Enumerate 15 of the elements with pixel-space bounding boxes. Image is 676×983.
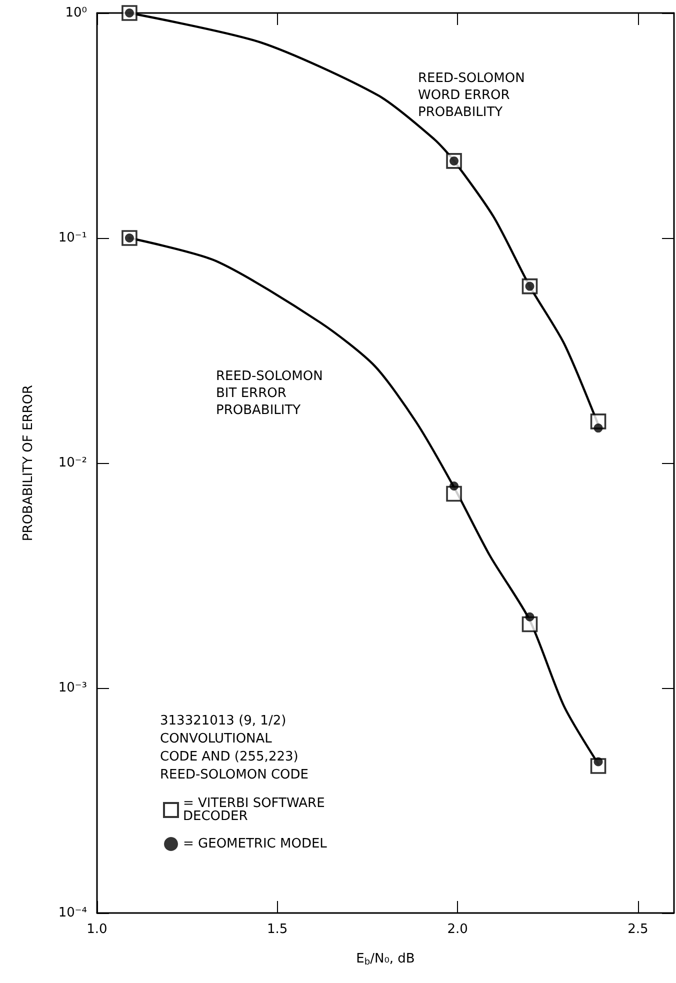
legend-title: 313321013 (9, 1/2) CONVOLUTIONAL CODE AND (255,223) REED-SOLOMON CODE [160, 714, 308, 782]
x-tick-label: 1.5 [266, 922, 288, 937]
x-tick-label: 2.5 [628, 922, 648, 937]
x-tick-label: 1.0 [86, 922, 108, 937]
y-tick-label: 10⁻³ [58, 680, 87, 696]
legend-label: = GEOMETRIC MODEL [183, 836, 328, 852]
y-tick-label: 10⁻⁴ [58, 906, 87, 920]
x-tick-label: 2.0 [447, 922, 468, 937]
legend-label: = VITERBI SOFTWARE DECODER [183, 796, 329, 824]
y-tick-label: 10⁻² [58, 456, 87, 470]
annotation: REED-SOLOMON WORD ERROR PROBABILITY [418, 71, 525, 120]
annotation: REED-SOLOMON BIT ERROR PROBABILITY [216, 369, 323, 418]
y-tick-label: 10⁻¹ [58, 230, 87, 246]
y-axis-title: PROBABILITY OF ERROR [21, 384, 36, 542]
y-tick-label: 10⁰ [65, 6, 87, 20]
